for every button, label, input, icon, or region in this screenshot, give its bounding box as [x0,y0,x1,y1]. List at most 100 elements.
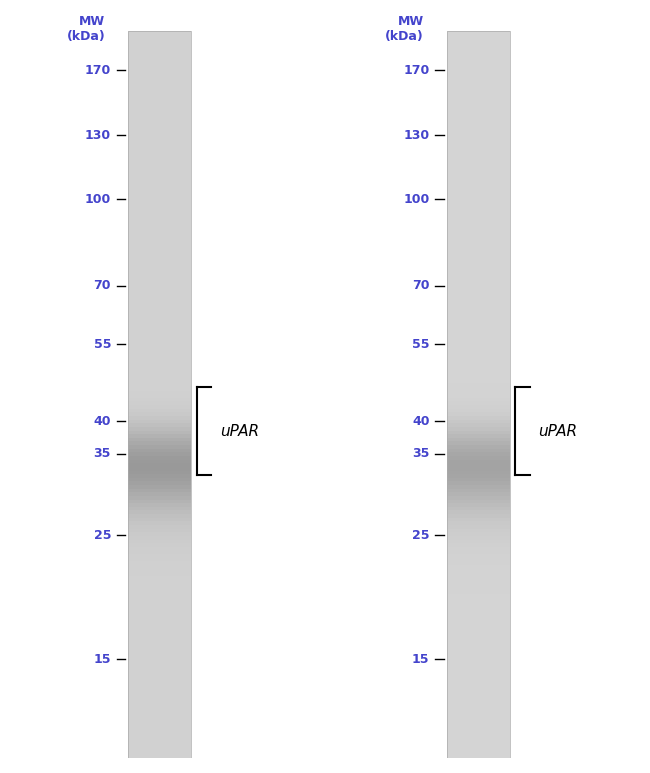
FancyBboxPatch shape [128,683,191,685]
FancyBboxPatch shape [128,38,191,42]
FancyBboxPatch shape [447,125,510,128]
FancyBboxPatch shape [128,256,191,260]
FancyBboxPatch shape [128,85,191,89]
FancyBboxPatch shape [447,360,510,363]
FancyBboxPatch shape [447,169,510,172]
FancyBboxPatch shape [447,157,510,159]
FancyBboxPatch shape [128,687,191,690]
FancyBboxPatch shape [128,169,191,172]
FancyBboxPatch shape [447,678,510,680]
FancyBboxPatch shape [128,499,191,503]
FancyBboxPatch shape [447,165,510,169]
FancyBboxPatch shape [447,289,510,292]
FancyBboxPatch shape [128,656,191,659]
FancyBboxPatch shape [447,74,510,78]
Text: 40: 40 [94,415,111,427]
FancyBboxPatch shape [447,354,510,358]
FancyBboxPatch shape [128,244,191,247]
FancyBboxPatch shape [128,478,191,482]
FancyBboxPatch shape [447,300,510,304]
FancyBboxPatch shape [447,140,510,144]
FancyBboxPatch shape [447,191,510,194]
FancyBboxPatch shape [128,721,191,725]
FancyBboxPatch shape [128,46,191,48]
FancyBboxPatch shape [447,107,510,111]
FancyBboxPatch shape [128,31,191,35]
FancyBboxPatch shape [128,401,191,405]
FancyBboxPatch shape [128,125,191,129]
FancyBboxPatch shape [447,191,510,194]
FancyBboxPatch shape [447,743,510,747]
FancyBboxPatch shape [128,645,191,649]
Text: 100: 100 [84,192,111,206]
FancyBboxPatch shape [447,645,510,649]
FancyBboxPatch shape [128,206,191,209]
FancyBboxPatch shape [447,376,510,380]
FancyBboxPatch shape [128,598,191,600]
FancyBboxPatch shape [447,362,510,365]
FancyBboxPatch shape [447,743,510,747]
FancyBboxPatch shape [128,209,191,213]
FancyBboxPatch shape [447,278,510,281]
FancyBboxPatch shape [447,608,510,610]
FancyBboxPatch shape [447,636,510,638]
FancyBboxPatch shape [128,300,191,302]
FancyBboxPatch shape [128,456,191,460]
FancyBboxPatch shape [128,275,191,278]
FancyBboxPatch shape [447,245,510,249]
FancyBboxPatch shape [447,617,510,619]
FancyBboxPatch shape [447,179,510,181]
FancyBboxPatch shape [447,267,510,271]
Text: uPAR: uPAR [220,424,259,439]
FancyBboxPatch shape [447,56,510,60]
FancyBboxPatch shape [447,438,510,441]
FancyBboxPatch shape [447,322,510,325]
FancyBboxPatch shape [447,616,510,619]
FancyBboxPatch shape [128,554,191,557]
FancyBboxPatch shape [447,295,510,298]
Text: MW
(kDa): MW (kDa) [385,15,424,43]
FancyBboxPatch shape [128,692,191,695]
FancyBboxPatch shape [128,194,191,198]
FancyBboxPatch shape [128,93,191,97]
FancyBboxPatch shape [447,482,510,484]
FancyBboxPatch shape [128,678,191,681]
FancyBboxPatch shape [128,520,191,523]
FancyBboxPatch shape [447,101,510,104]
FancyBboxPatch shape [128,739,191,743]
FancyBboxPatch shape [447,104,510,107]
FancyBboxPatch shape [447,492,510,496]
FancyBboxPatch shape [447,264,510,267]
FancyBboxPatch shape [128,53,191,56]
FancyBboxPatch shape [447,174,510,176]
FancyBboxPatch shape [447,216,510,220]
FancyBboxPatch shape [128,376,191,380]
FancyBboxPatch shape [447,60,510,63]
FancyBboxPatch shape [128,94,191,97]
FancyBboxPatch shape [447,707,510,709]
FancyBboxPatch shape [447,380,510,383]
FancyBboxPatch shape [447,572,510,576]
FancyBboxPatch shape [447,351,510,353]
FancyBboxPatch shape [447,674,510,678]
FancyBboxPatch shape [447,368,510,370]
FancyBboxPatch shape [447,74,510,78]
FancyBboxPatch shape [128,74,191,78]
FancyBboxPatch shape [447,56,510,60]
FancyBboxPatch shape [447,409,510,413]
FancyBboxPatch shape [128,267,191,271]
FancyBboxPatch shape [447,121,510,125]
FancyBboxPatch shape [447,336,510,339]
FancyBboxPatch shape [447,71,510,74]
FancyBboxPatch shape [128,398,191,401]
FancyBboxPatch shape [128,456,191,460]
FancyBboxPatch shape [447,38,510,41]
FancyBboxPatch shape [447,260,510,264]
FancyBboxPatch shape [128,507,191,510]
FancyBboxPatch shape [447,554,510,557]
FancyBboxPatch shape [128,206,191,208]
FancyBboxPatch shape [447,296,510,300]
FancyBboxPatch shape [447,125,510,129]
FancyBboxPatch shape [447,336,510,340]
FancyBboxPatch shape [447,111,510,114]
